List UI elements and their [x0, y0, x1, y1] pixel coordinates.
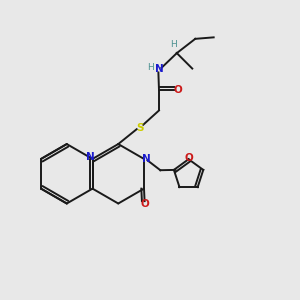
- Text: N: N: [155, 64, 164, 74]
- Text: H: H: [147, 64, 153, 73]
- Text: O: O: [184, 153, 193, 163]
- Text: H: H: [170, 40, 177, 49]
- Text: N: N: [142, 154, 151, 164]
- Text: N: N: [86, 152, 94, 162]
- Text: S: S: [136, 123, 143, 133]
- Text: O: O: [140, 199, 149, 209]
- Text: O: O: [173, 85, 182, 95]
